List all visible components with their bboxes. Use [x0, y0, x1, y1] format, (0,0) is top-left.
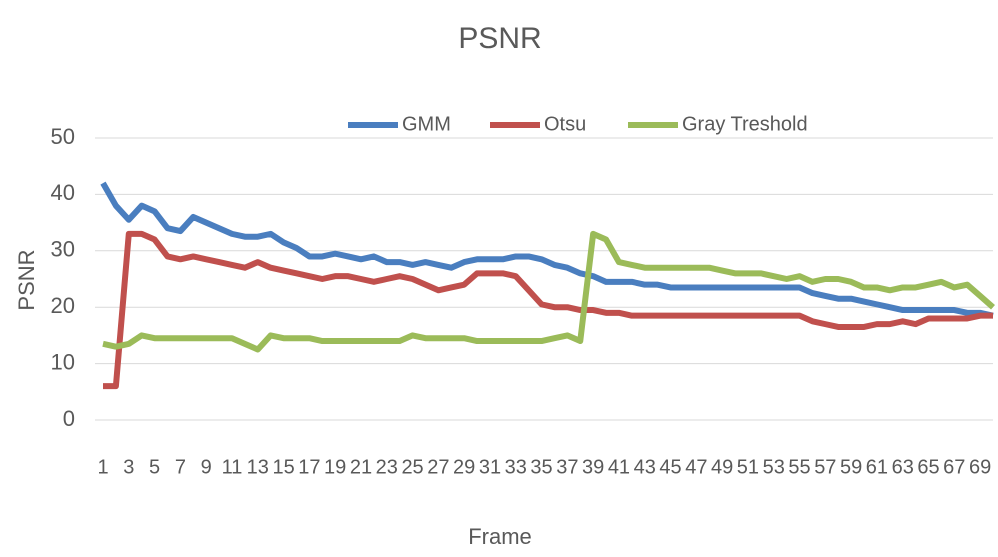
y-tick-label: 20 — [51, 293, 75, 318]
x-tick-label: 3 — [123, 456, 134, 478]
y-tick-label: 40 — [51, 180, 75, 205]
x-tick-label: 37 — [556, 456, 578, 478]
x-tick-label: 59 — [840, 456, 862, 478]
x-tick-label: 45 — [659, 456, 681, 478]
x-tick-label: 19 — [324, 456, 346, 478]
x-tick-label: 41 — [608, 456, 630, 478]
x-tick-label: 21 — [350, 456, 372, 478]
y-tick-label: 30 — [51, 237, 75, 262]
series-line — [100, 181, 994, 319]
x-tick-label: 35 — [530, 456, 552, 478]
x-tick-label: 53 — [763, 456, 785, 478]
x-tick-label: 69 — [969, 456, 991, 478]
x-tick-label: 51 — [737, 456, 759, 478]
x-tick-label: 31 — [479, 456, 501, 478]
x-tick-label: 13 — [247, 456, 269, 478]
x-tick-label: 67 — [943, 456, 965, 478]
x-tick-label: 11 — [222, 456, 243, 478]
y-tick-label: 10 — [51, 349, 75, 374]
y-axis-label: PSNR — [14, 249, 39, 310]
x-tick-label: 63 — [892, 456, 914, 478]
x-tick-label: 49 — [711, 456, 733, 478]
x-tick-label: 15 — [272, 456, 294, 478]
x-tick-label: 43 — [634, 456, 656, 478]
x-tick-label: 39 — [582, 456, 604, 478]
legend-label: Otsu — [544, 113, 586, 135]
x-tick-label: 17 — [298, 456, 320, 478]
x-tick-label: 23 — [376, 456, 398, 478]
x-tick-label: 7 — [175, 456, 186, 478]
x-tick-label: 9 — [201, 456, 212, 478]
x-tick-label: 29 — [453, 456, 475, 478]
x-tick-label: 33 — [505, 456, 527, 478]
y-tick-label: 50 — [51, 124, 75, 149]
x-tick-label: 25 — [401, 456, 423, 478]
series-line — [102, 230, 995, 353]
legend-label: GMM — [402, 113, 451, 135]
x-tick-label: 27 — [427, 456, 449, 478]
x-tick-label: 5 — [149, 456, 160, 478]
x-axis-label: Frame — [468, 524, 532, 549]
series-line — [103, 230, 993, 390]
x-tick-label: 61 — [866, 456, 888, 478]
x-tick-label: 1 — [97, 456, 108, 478]
y-tick-label: 0 — [63, 406, 75, 431]
chart-title: PSNR — [458, 22, 541, 55]
legend-label: Gray Treshold — [682, 113, 808, 135]
x-tick-label: 57 — [814, 456, 836, 478]
x-tick-label: 47 — [685, 456, 707, 478]
x-tick-label: 55 — [788, 456, 810, 478]
x-tick-label: 65 — [917, 456, 939, 478]
